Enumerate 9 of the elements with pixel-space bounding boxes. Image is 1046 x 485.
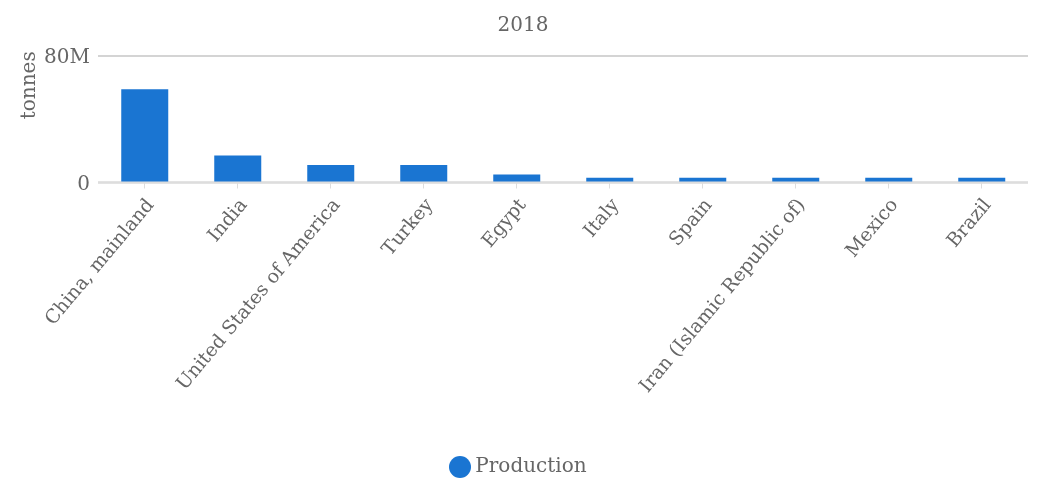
y-tick-label: 0 <box>77 170 90 195</box>
y-axis-title: tonnes <box>16 51 41 120</box>
bar <box>214 155 262 183</box>
bar <box>121 89 169 183</box>
legend-label: Production <box>475 452 587 477</box>
y-tick-label: 80M <box>44 44 90 69</box>
bar <box>307 165 355 183</box>
chart-title: 2018 <box>496 12 550 36</box>
bar <box>400 165 448 183</box>
